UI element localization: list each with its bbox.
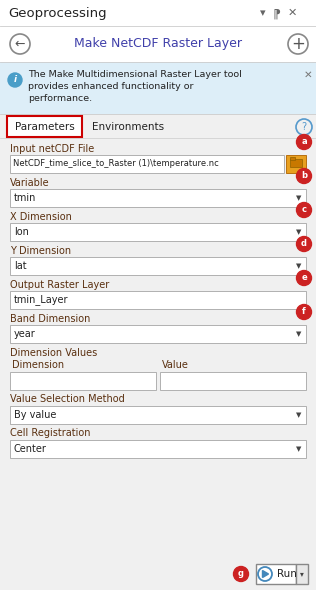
Text: ▼: ▼ (296, 331, 301, 337)
Bar (0, 114, 316, 138)
Text: ✕: ✕ (287, 8, 297, 18)
Text: tmin: tmin (14, 193, 36, 203)
Circle shape (296, 135, 312, 149)
Circle shape (234, 566, 248, 582)
Text: a: a (301, 137, 307, 146)
Text: ⁋: ⁋ (273, 8, 281, 21)
Text: +: + (291, 35, 305, 53)
Polygon shape (263, 571, 269, 578)
Bar (10, 291, 306, 309)
Bar (0, 0, 316, 26)
Circle shape (296, 270, 312, 286)
Text: tmin_Layer: tmin_Layer (14, 294, 69, 306)
Bar (10, 155, 284, 173)
Text: lat: lat (14, 261, 27, 271)
Circle shape (8, 73, 22, 87)
Text: Value Selection Method: Value Selection Method (10, 395, 125, 405)
Text: lon: lon (14, 227, 29, 237)
Text: Input netCDF File: Input netCDF File (10, 143, 94, 153)
Text: b: b (301, 172, 307, 181)
Bar (10, 223, 306, 241)
Text: g: g (238, 569, 244, 579)
Text: i: i (14, 76, 16, 84)
Text: Dimension: Dimension (12, 360, 64, 371)
Text: The Make Multidimensional Raster Layer tool: The Make Multidimensional Raster Layer t… (28, 70, 242, 79)
Bar (0, 26, 316, 62)
Circle shape (296, 304, 312, 320)
Text: ▾: ▾ (300, 569, 304, 579)
Bar (10, 372, 156, 390)
Text: Run: Run (277, 569, 297, 579)
Bar (0, 62, 316, 114)
Bar (7, 116, 82, 137)
Text: performance.: performance. (28, 94, 92, 103)
Text: Make NetCDF Raster Layer: Make NetCDF Raster Layer (74, 38, 242, 51)
Bar (0, 558, 316, 590)
Bar (10, 440, 306, 458)
Bar (286, 155, 306, 173)
Bar (10, 325, 306, 343)
Text: Output Raster Layer: Output Raster Layer (10, 280, 109, 290)
Bar (290, 159, 302, 167)
Text: ←: ← (15, 38, 25, 51)
Text: ▼: ▼ (296, 446, 301, 452)
Bar (10, 406, 306, 424)
Text: Value: Value (162, 360, 189, 371)
Text: Geoprocessing: Geoprocessing (8, 6, 106, 19)
Text: Y Dimension: Y Dimension (10, 245, 71, 255)
Text: NetCDF_time_slice_to_Raster (1)\temperature.nc: NetCDF_time_slice_to_Raster (1)\temperat… (13, 159, 219, 169)
Bar (10, 189, 306, 207)
Text: ▼: ▼ (296, 263, 301, 269)
Text: ✕: ✕ (304, 70, 313, 80)
Text: Parameters: Parameters (15, 122, 74, 132)
Text: ▾: ▾ (260, 8, 266, 18)
Circle shape (296, 169, 312, 183)
Text: Variable: Variable (10, 178, 50, 188)
Text: ▼: ▼ (296, 229, 301, 235)
Circle shape (296, 237, 312, 251)
Text: Environments: Environments (92, 122, 164, 132)
Text: c: c (301, 205, 307, 215)
Text: ?: ? (301, 122, 307, 132)
Text: ▼: ▼ (296, 195, 301, 201)
Text: X Dimension: X Dimension (10, 211, 72, 221)
Bar (290, 157, 295, 160)
Text: d: d (301, 240, 307, 248)
Text: f: f (302, 307, 306, 316)
Text: By value: By value (14, 410, 56, 420)
Bar (10, 257, 306, 275)
Text: Cell Registration: Cell Registration (10, 428, 90, 438)
Text: year: year (14, 329, 36, 339)
Circle shape (296, 202, 312, 218)
Text: Dimension Values: Dimension Values (10, 348, 97, 358)
Bar (256, 564, 296, 584)
Text: Center: Center (14, 444, 47, 454)
Bar (296, 564, 308, 584)
Text: ▼: ▼ (296, 412, 301, 418)
Text: provides enhanced functionality or: provides enhanced functionality or (28, 82, 193, 91)
Text: e: e (301, 274, 307, 283)
Bar (160, 372, 306, 390)
Text: Band Dimension: Band Dimension (10, 313, 90, 323)
